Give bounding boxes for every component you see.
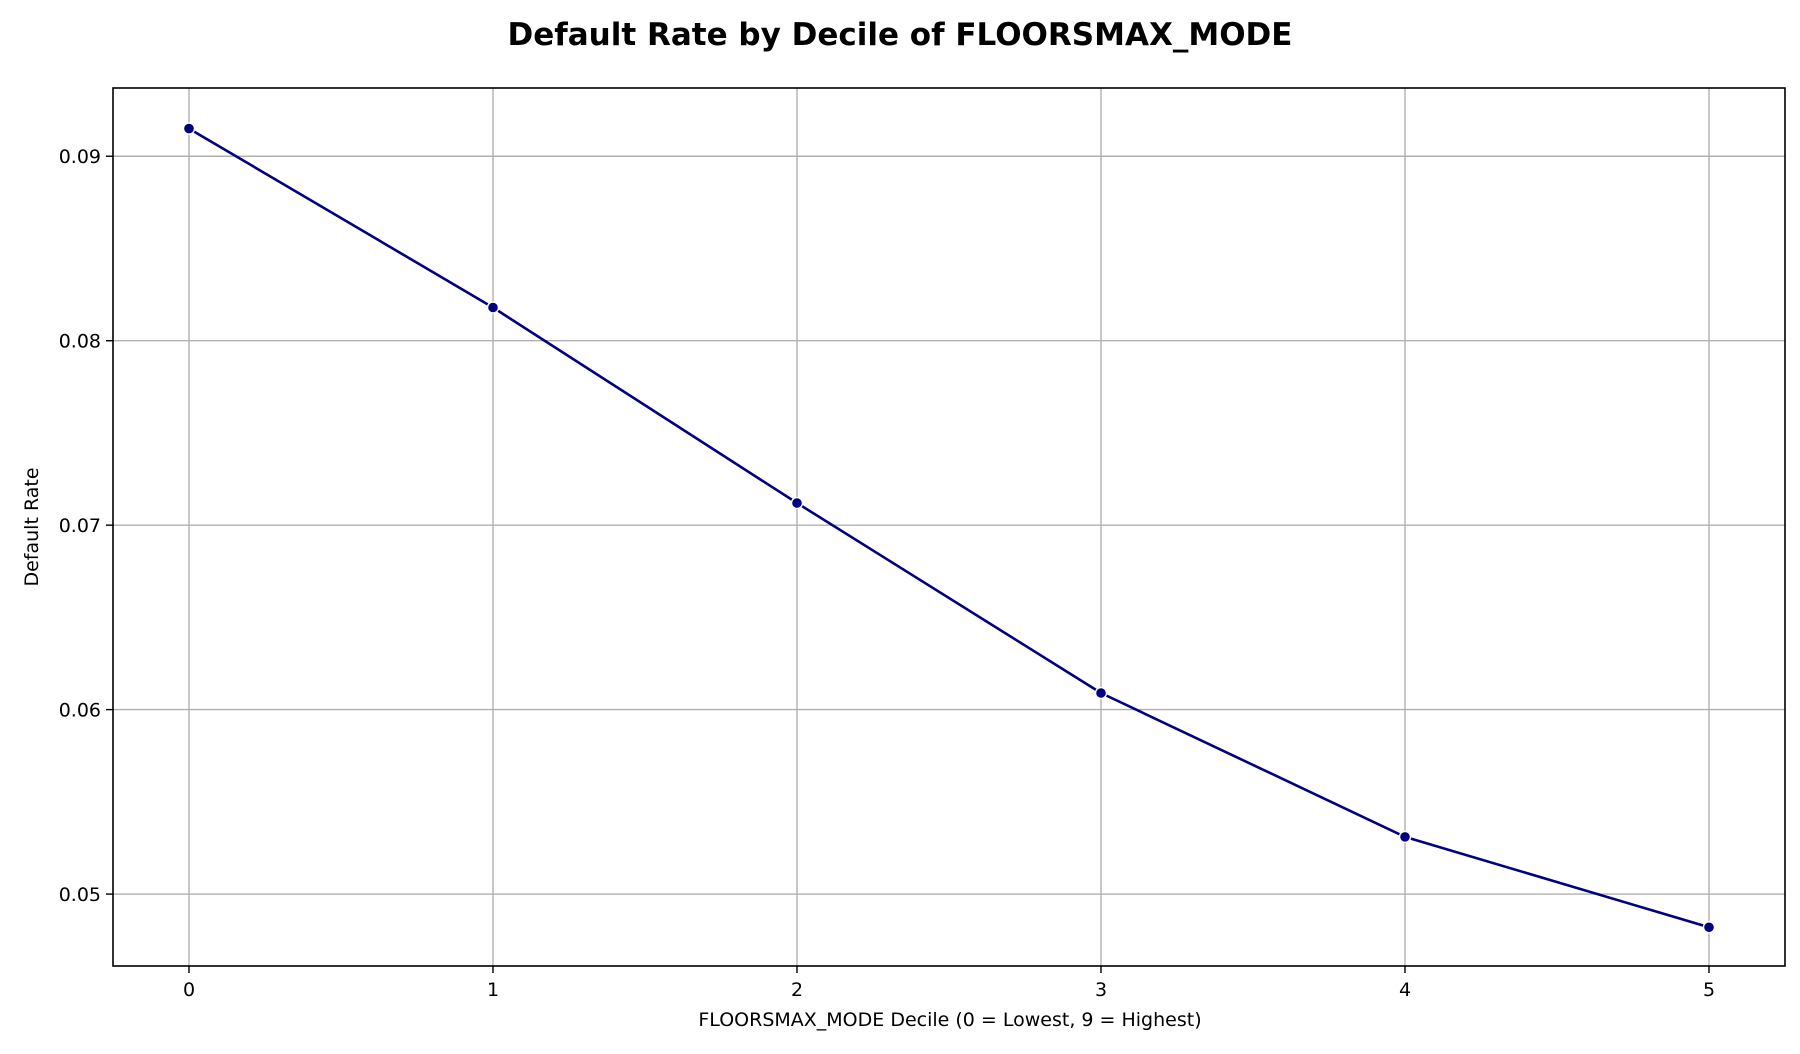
x-tick-label: 0 bbox=[183, 979, 195, 1001]
y-tick-label: 0.06 bbox=[59, 700, 101, 722]
data-point bbox=[790, 496, 804, 510]
x-tick-label: 1 bbox=[487, 979, 499, 1001]
y-tick-label: 0.09 bbox=[59, 146, 101, 168]
series-line-layer bbox=[188, 127, 1710, 929]
data-point bbox=[486, 301, 500, 314]
marker-layer bbox=[182, 122, 1716, 934]
x-axis-label: FLOORSMAX_MODE Decile (0 = Lowest, 9 = H… bbox=[698, 1009, 1201, 1031]
data-point bbox=[1094, 686, 1108, 700]
y-tick-label: 0.05 bbox=[59, 884, 101, 906]
y-axis-ticks: 0.05 0.06 0.07 0.08 0.09 bbox=[59, 146, 113, 906]
plot-area-frame bbox=[112, 87, 1786, 967]
grid bbox=[113, 88, 1785, 966]
data-point bbox=[1702, 921, 1716, 934]
y-tick-label: 0.07 bbox=[59, 515, 101, 537]
chart-title: Default Rate by Decile of FLOORSMAX_MODE bbox=[508, 17, 1293, 53]
x-tick-label: 5 bbox=[1703, 979, 1715, 1001]
x-axis-ticks: 0 1 2 3 4 5 bbox=[183, 966, 1715, 1001]
x-tick-label: 2 bbox=[791, 979, 803, 1001]
series-line bbox=[188, 127, 1710, 929]
data-point bbox=[182, 122, 196, 135]
data-point bbox=[1398, 830, 1412, 844]
x-tick-label: 4 bbox=[1399, 979, 1411, 1001]
x-tick-label: 3 bbox=[1095, 979, 1107, 1001]
y-tick-label: 0.08 bbox=[59, 331, 101, 353]
y-axis-label: Default Rate bbox=[21, 467, 43, 586]
